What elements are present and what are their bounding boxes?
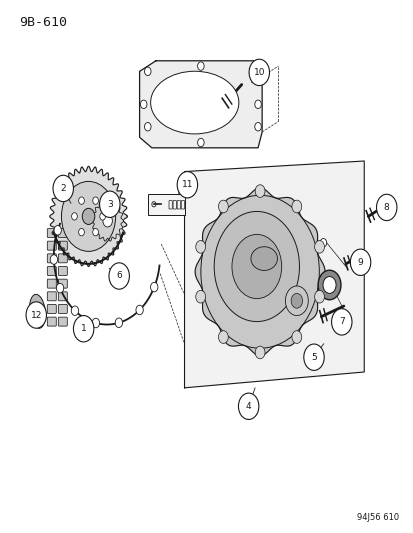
Circle shape: [291, 200, 301, 213]
Circle shape: [93, 197, 98, 204]
FancyBboxPatch shape: [47, 317, 56, 326]
Text: 12: 12: [31, 311, 42, 319]
Text: 7: 7: [338, 317, 344, 326]
Circle shape: [331, 309, 351, 335]
Text: 1: 1: [81, 324, 86, 333]
Ellipse shape: [29, 294, 45, 328]
Circle shape: [290, 293, 302, 308]
Circle shape: [195, 240, 205, 253]
FancyBboxPatch shape: [47, 279, 56, 288]
Text: 2: 2: [60, 184, 66, 193]
Circle shape: [100, 191, 120, 217]
Circle shape: [322, 277, 335, 293]
Circle shape: [78, 197, 84, 204]
Text: 3: 3: [107, 200, 112, 209]
Circle shape: [150, 282, 157, 292]
Circle shape: [78, 229, 84, 236]
FancyBboxPatch shape: [47, 304, 56, 313]
Circle shape: [218, 331, 228, 343]
Circle shape: [375, 194, 396, 221]
Circle shape: [249, 59, 269, 86]
Circle shape: [93, 229, 98, 236]
Circle shape: [197, 139, 204, 147]
Circle shape: [135, 305, 143, 314]
FancyBboxPatch shape: [58, 279, 67, 288]
Circle shape: [50, 255, 57, 264]
Text: 11: 11: [181, 180, 193, 189]
Circle shape: [254, 185, 264, 197]
Circle shape: [218, 200, 228, 213]
FancyBboxPatch shape: [47, 292, 56, 301]
Text: 6: 6: [116, 271, 122, 280]
Text: 9: 9: [357, 258, 363, 267]
Circle shape: [319, 239, 326, 247]
Circle shape: [314, 290, 324, 303]
Circle shape: [195, 290, 205, 303]
Circle shape: [144, 67, 151, 76]
Circle shape: [103, 215, 112, 227]
FancyBboxPatch shape: [58, 254, 67, 263]
Circle shape: [71, 306, 78, 316]
Circle shape: [238, 393, 258, 419]
Circle shape: [92, 318, 100, 328]
Circle shape: [54, 225, 61, 235]
Circle shape: [303, 344, 323, 370]
Ellipse shape: [250, 247, 277, 270]
Circle shape: [53, 175, 73, 201]
Circle shape: [197, 62, 204, 70]
Circle shape: [349, 249, 370, 276]
Text: 10: 10: [253, 68, 264, 77]
Ellipse shape: [150, 71, 238, 134]
Circle shape: [26, 302, 46, 328]
Circle shape: [100, 213, 105, 220]
Circle shape: [115, 318, 122, 327]
Text: 8: 8: [383, 203, 389, 212]
FancyBboxPatch shape: [47, 266, 56, 276]
Polygon shape: [50, 166, 127, 266]
Polygon shape: [92, 200, 123, 241]
Circle shape: [285, 286, 308, 316]
Polygon shape: [195, 188, 324, 356]
Circle shape: [56, 284, 64, 293]
Circle shape: [144, 123, 151, 131]
FancyBboxPatch shape: [147, 193, 185, 215]
Text: 94J56 610: 94J56 610: [356, 513, 398, 522]
Circle shape: [73, 316, 94, 342]
Circle shape: [291, 331, 301, 343]
Circle shape: [82, 208, 95, 224]
FancyBboxPatch shape: [58, 229, 67, 238]
Circle shape: [109, 263, 129, 289]
Circle shape: [71, 213, 77, 220]
Circle shape: [61, 181, 115, 252]
Circle shape: [317, 270, 340, 300]
Polygon shape: [139, 61, 261, 148]
FancyBboxPatch shape: [47, 229, 56, 238]
Circle shape: [254, 100, 261, 109]
Circle shape: [231, 235, 281, 298]
FancyBboxPatch shape: [58, 241, 67, 250]
Circle shape: [177, 172, 197, 198]
FancyBboxPatch shape: [58, 292, 67, 301]
Circle shape: [254, 67, 261, 76]
FancyBboxPatch shape: [58, 317, 67, 326]
Circle shape: [214, 212, 299, 321]
Polygon shape: [184, 161, 363, 388]
FancyBboxPatch shape: [58, 304, 67, 313]
FancyBboxPatch shape: [58, 266, 67, 276]
Circle shape: [321, 276, 328, 284]
Text: 9B-610: 9B-610: [19, 16, 67, 29]
Circle shape: [140, 100, 147, 109]
FancyBboxPatch shape: [47, 241, 56, 250]
Circle shape: [254, 346, 264, 359]
Circle shape: [314, 240, 324, 253]
Circle shape: [254, 123, 261, 131]
FancyBboxPatch shape: [47, 254, 56, 263]
Text: 4: 4: [245, 402, 251, 411]
Text: 5: 5: [311, 353, 316, 362]
